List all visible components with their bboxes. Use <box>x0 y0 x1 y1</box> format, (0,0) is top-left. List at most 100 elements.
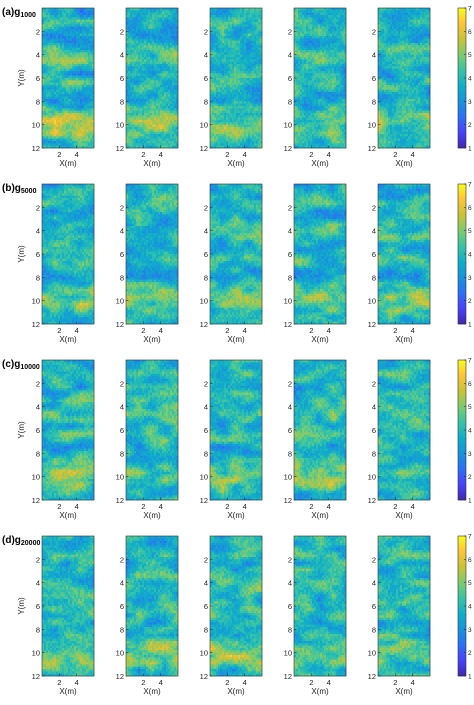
heatmap-cell <box>258 85 261 88</box>
heatmap-cell <box>84 45 87 48</box>
heatmap-cell <box>248 26 251 30</box>
heatmap-cell <box>254 19 257 23</box>
heatmap-cell <box>246 120 249 123</box>
heatmap-cell <box>236 108 239 111</box>
heatmap-cell <box>42 45 45 48</box>
heatmap-cell <box>320 22 323 25</box>
heatmap-cell <box>344 10 347 13</box>
heatmap-cell <box>248 92 251 95</box>
heatmap-cell <box>48 54 51 58</box>
heatmap-cell <box>176 134 179 137</box>
heatmap-cell <box>250 134 253 137</box>
heatmap-cell <box>140 26 143 30</box>
heatmap-cell <box>146 33 149 37</box>
heatmap-cell <box>240 92 243 95</box>
heatmap-cell <box>152 50 155 53</box>
heatmap-cell <box>216 92 219 95</box>
heatmap-cell <box>150 61 153 65</box>
heatmap-cell <box>62 22 65 25</box>
heatmap-cell <box>126 40 129 44</box>
heatmap-cell <box>234 101 237 104</box>
heatmap-cell <box>84 31 87 34</box>
heatmap-cell <box>140 12 143 16</box>
heatmap-cell <box>258 59 261 62</box>
heatmap-cell <box>132 47 135 51</box>
heatmap-cell <box>160 113 163 116</box>
heatmap-cell <box>242 36 245 39</box>
heatmap-cell <box>142 115 145 118</box>
heatmap-cell <box>58 80 61 83</box>
heatmap-cell <box>42 80 45 83</box>
heatmap-cell <box>146 40 149 44</box>
heatmap-cell <box>234 15 237 18</box>
heatmap-cell <box>54 17 57 20</box>
heatmap-cell <box>150 75 153 79</box>
heatmap-cell <box>226 68 229 72</box>
heatmap-cell <box>160 115 163 118</box>
heatmap-cell <box>316 24 319 27</box>
heatmap-cell <box>92 143 95 146</box>
heatmap-cell <box>74 106 77 109</box>
heatmap-cell <box>62 57 65 60</box>
heatmap-cell <box>146 68 149 72</box>
heatmap-cell <box>220 129 223 132</box>
heatmap-cell <box>232 101 235 104</box>
heatmap-cell <box>232 87 235 90</box>
heatmap-cell <box>156 94 159 97</box>
heatmap-cell <box>156 54 159 58</box>
heatmap-cell <box>138 89 141 93</box>
heatmap-cell <box>54 64 57 67</box>
heatmap-cell <box>130 40 133 44</box>
heatmap-cell <box>170 29 173 32</box>
heatmap-cell <box>158 22 161 25</box>
heatmap-cell <box>222 31 225 34</box>
heatmap-cell <box>216 108 219 111</box>
heatmap-cell <box>244 75 247 79</box>
heatmap-cell <box>168 138 171 142</box>
heatmap-cell <box>64 117 67 121</box>
heatmap-cell <box>308 10 311 13</box>
heatmap-cell <box>66 134 69 137</box>
heatmap-cell <box>224 33 227 37</box>
heatmap-cell <box>296 10 299 13</box>
heatmap-cell <box>74 85 77 88</box>
heatmap-cell <box>244 127 247 130</box>
heatmap-cell <box>336 10 339 13</box>
heatmap-cell <box>136 101 139 104</box>
heatmap-cell <box>140 61 143 65</box>
heatmap-cell <box>212 82 215 86</box>
heatmap-cell <box>174 22 177 25</box>
heatmap-cell <box>258 82 261 86</box>
heatmap-cell <box>52 103 55 107</box>
heatmap-cell <box>58 96 61 100</box>
heatmap-cell <box>134 101 137 104</box>
heatmap-cell <box>54 47 57 51</box>
heatmap-cell <box>46 61 49 65</box>
heatmap-cell <box>148 108 151 111</box>
heatmap-cell <box>126 45 129 48</box>
heatmap-cell <box>154 89 157 93</box>
heatmap-cell <box>52 71 55 74</box>
heatmap-cell <box>228 101 231 104</box>
heatmap-cell <box>166 134 169 137</box>
heatmap-cell <box>216 31 219 34</box>
heatmap-cell <box>86 36 89 39</box>
heatmap-cell <box>150 19 153 23</box>
heatmap-cell <box>258 120 261 123</box>
heatmap-cell <box>130 141 133 144</box>
heatmap-cell <box>252 54 255 58</box>
heatmap-cell <box>228 99 231 102</box>
heatmap-cell <box>228 47 231 51</box>
heatmap-cell <box>342 17 345 20</box>
heatmap-cell <box>222 106 225 109</box>
heatmap-cell <box>256 31 259 34</box>
heatmap-cell <box>232 33 235 37</box>
heatmap-cell <box>236 47 239 51</box>
heatmap-cell <box>174 66 177 69</box>
heatmap-cell <box>174 131 177 135</box>
heatmap-cell <box>256 45 259 48</box>
heatmap-cell <box>78 117 81 121</box>
x-tick-label: 2 <box>57 150 61 159</box>
heatmap-cell <box>150 138 153 142</box>
heatmap-cell <box>216 124 219 128</box>
